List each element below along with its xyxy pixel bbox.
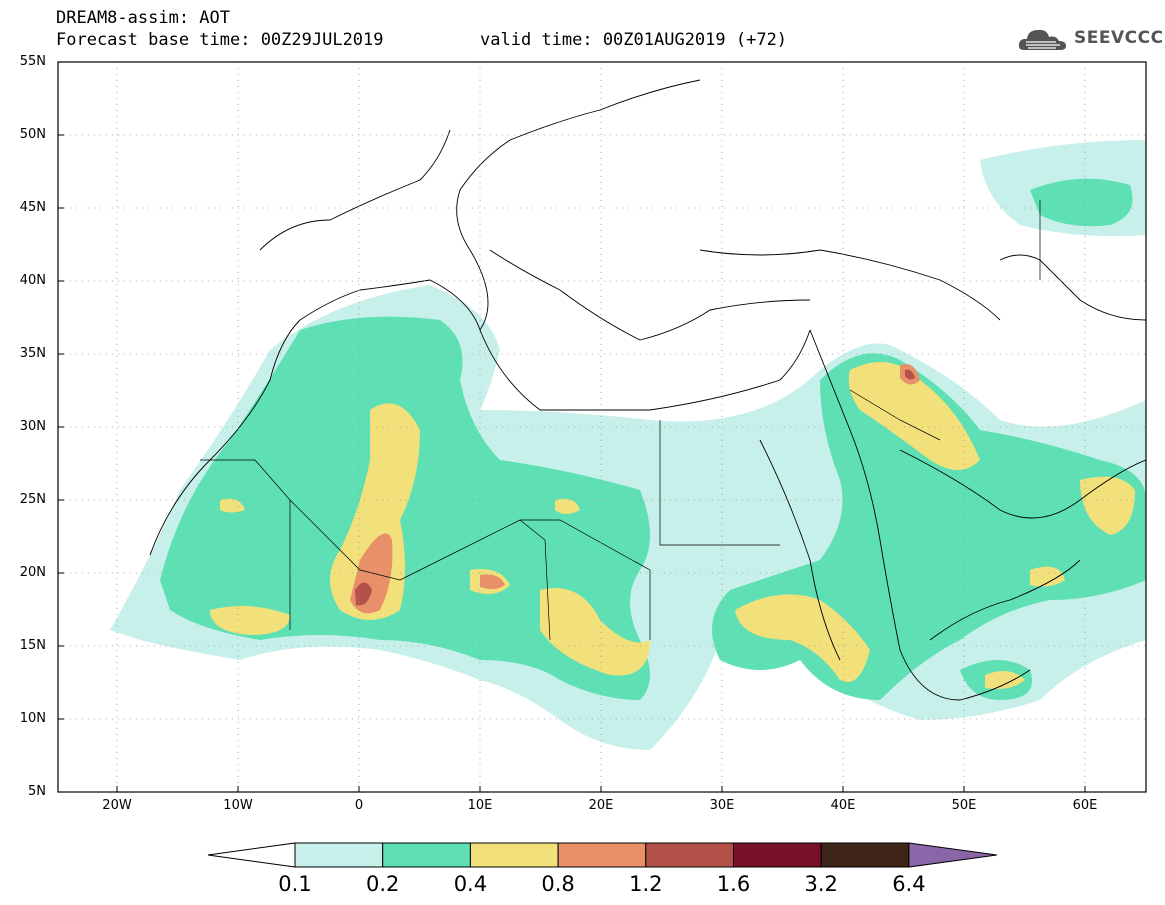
lat-label: 5N — [28, 784, 46, 799]
forecast-base-time: Forecast base time: 00Z29JUL2019 — [56, 30, 384, 50]
lon-label: 60E — [1072, 798, 1098, 813]
lat-label: 15N — [19, 638, 46, 653]
colorbar-segment — [645, 842, 734, 868]
colorbar-label: 3.2 — [804, 872, 838, 896]
chart-title: DREAM8-assim: AOT — [56, 8, 230, 28]
colorbar-segment — [557, 842, 647, 868]
lon-label: 10W — [223, 798, 253, 813]
lat-label: 50N — [19, 127, 46, 142]
colorbar-segment — [733, 842, 822, 868]
lon-label: 20E — [588, 798, 614, 813]
colorbar-segment — [382, 842, 471, 868]
colorbar-label: 0.1 — [278, 872, 312, 896]
seevccc-logo: SEEVCCC — [1016, 22, 1163, 58]
lat-label: 30N — [19, 419, 46, 434]
logo-text: SEEVCCC — [1074, 28, 1164, 48]
lat-label: 55N — [19, 54, 46, 69]
colorbar-label: 1.2 — [629, 872, 663, 896]
cloud-icon — [1018, 29, 1066, 50]
lon-label: 10E — [467, 798, 493, 813]
colorbar-max-arrow — [908, 842, 997, 868]
aot-level-1.2 — [355, 369, 915, 606]
aot-level-0.4 — [210, 362, 1135, 689]
colorbar-segment — [294, 842, 384, 868]
lat-label: 35N — [19, 346, 46, 361]
colorbar-min-arrow — [207, 842, 296, 868]
lon-label: 50E — [951, 798, 977, 813]
colorbar-segment — [820, 842, 910, 868]
lat-label: 45N — [19, 200, 46, 215]
colorbar-label: 0.4 — [453, 872, 488, 896]
coastlines — [149, 79, 1146, 701]
lat-label: 10N — [19, 711, 46, 726]
colorbar-label: 0.2 — [365, 872, 400, 896]
colorbar-segment — [469, 842, 559, 868]
lon-label: 20W — [102, 798, 132, 813]
lon-label: 40E — [830, 798, 856, 813]
valid-time: valid time: 00Z01AUG2019 (+72) — [480, 30, 788, 50]
colorbar-label: 1.6 — [716, 872, 751, 896]
lat-label: 25N — [19, 492, 46, 507]
lat-label: 40N — [19, 273, 46, 288]
colorbar-label: 0.8 — [541, 872, 575, 896]
lon-label: 0 — [354, 798, 364, 813]
lat-label: 20N — [19, 565, 46, 580]
lon-label: 30E — [709, 798, 735, 813]
colorbar-label: 6.4 — [892, 872, 926, 896]
country-borders — [200, 200, 1041, 641]
ticks — [58, 61, 1086, 793]
